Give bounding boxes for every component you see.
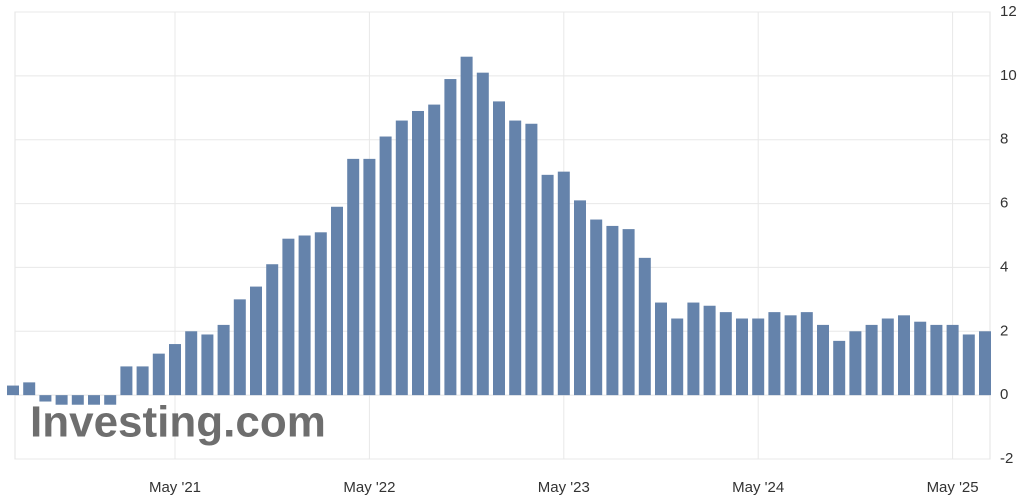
bar: [736, 318, 748, 396]
bar: [347, 158, 360, 396]
y-tick-label: 6: [1000, 195, 1008, 212]
bar: [962, 334, 975, 396]
bar: [493, 101, 505, 396]
bar: [7, 385, 19, 396]
bar: [314, 232, 327, 396]
bar: [282, 238, 295, 396]
bar: [914, 321, 927, 396]
bar: [71, 395, 84, 405]
bar: [120, 366, 133, 396]
bar: [541, 174, 554, 396]
bar: [849, 331, 862, 396]
bar: [39, 395, 52, 402]
bar: [217, 324, 230, 396]
x-tick-label: May '21: [149, 479, 201, 496]
bar: [201, 334, 214, 396]
bar: [509, 120, 522, 396]
bar: [185, 331, 198, 396]
bar: [979, 331, 991, 396]
bar: [638, 257, 651, 396]
bar: [266, 264, 279, 396]
bar: [444, 79, 457, 396]
y-tick-label: 8: [1000, 131, 1008, 148]
bar: [590, 219, 603, 396]
bar: [671, 318, 684, 396]
bar: [233, 299, 246, 396]
bar: [331, 206, 343, 396]
y-tick-label: 0: [1000, 386, 1008, 403]
watermark: Investing.com: [30, 398, 326, 447]
bar: [412, 110, 424, 396]
x-tick-label: May '23: [538, 479, 590, 496]
bar: [104, 395, 117, 405]
bar: [833, 340, 846, 396]
bar: [55, 395, 68, 405]
bar: [428, 104, 441, 396]
bar: [88, 395, 100, 405]
bar: [363, 158, 376, 396]
x-tick-label: May '22: [343, 479, 395, 496]
bar: [525, 123, 538, 396]
bar: [395, 120, 408, 396]
bar: [136, 366, 149, 396]
bar: [865, 324, 878, 396]
y-tick-label: 10: [1000, 67, 1017, 84]
bar: [930, 324, 943, 396]
bar: [460, 56, 473, 396]
bar: [379, 136, 392, 396]
bar: [946, 324, 959, 396]
bar: [881, 318, 894, 396]
bar: [152, 353, 165, 396]
x-tick-label: May '25: [927, 479, 979, 496]
bar: [719, 312, 732, 396]
bar: [655, 302, 667, 396]
y-tick-label: 12: [1000, 3, 1017, 20]
bar: [817, 324, 829, 396]
bar: [169, 344, 181, 396]
bar: [476, 72, 489, 396]
bar: [752, 318, 765, 396]
bar: [574, 200, 586, 396]
bar: [703, 305, 716, 396]
bar: [800, 312, 813, 396]
bar: [898, 315, 910, 396]
bar: [250, 286, 262, 396]
x-tick-label: May '24: [732, 479, 784, 496]
bar: [784, 315, 797, 396]
y-tick-label: -2: [1000, 450, 1013, 467]
bar: [23, 382, 36, 396]
bar: [606, 225, 619, 396]
bar: [298, 235, 311, 396]
bar: [622, 229, 635, 396]
bar: [768, 312, 781, 396]
y-tick-label: 2: [1000, 322, 1008, 339]
bar: [557, 171, 570, 396]
bar: [687, 302, 700, 396]
y-tick-label: 4: [1000, 258, 1008, 275]
